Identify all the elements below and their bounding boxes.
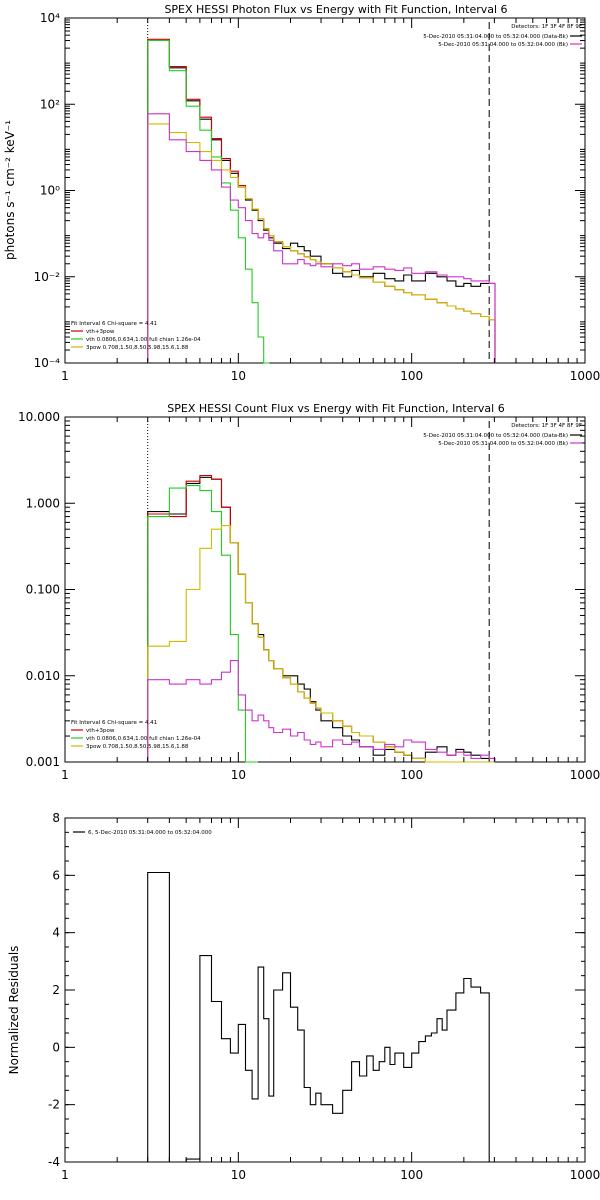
x-tick-label: 1000 bbox=[570, 768, 600, 782]
legend-label: vth+3pow bbox=[86, 728, 115, 734]
y-tick-label: 1.000 bbox=[26, 496, 60, 510]
series-layer bbox=[147, 22, 496, 364]
series-bk-line bbox=[147, 113, 496, 363]
legend-header: Fit Interval 6 Chi-square = 4.41 bbox=[71, 321, 157, 327]
x-tick-label: 10 bbox=[231, 1168, 246, 1182]
y-tick-label: 0.010 bbox=[26, 669, 60, 683]
legend-header: Detectors: 1F 3F 4F 8F 9F bbox=[511, 423, 582, 429]
series-bk-line bbox=[147, 660, 496, 762]
axis-layer: 1 10 100 1000 0.001 0.010 0.100 1.000 10.000 bbox=[18, 410, 600, 782]
y-axis-label: Normalized Residuals bbox=[7, 946, 21, 1075]
legend-layer: 6, 5-Dec-2010 05:31:04.000 to 05:32:04.0… bbox=[73, 830, 212, 836]
legend-label: 3pow 0.708,1.50,8.50,5.98,15.6,1.88 bbox=[86, 345, 189, 351]
y-tick-label: 6 bbox=[52, 868, 60, 882]
legend-label: 3pow 0.708,1.50,8.50,5.98,15.6,1.88 bbox=[86, 744, 189, 750]
plot-frame bbox=[64, 817, 586, 1163]
photon-flux-panel: SPEX HESSI Photon Flux vs Energy with Fi… bbox=[3, 3, 600, 383]
series-layer bbox=[147, 421, 496, 763]
y-tick-label: 8 bbox=[52, 811, 60, 825]
series-3pow-line bbox=[147, 525, 495, 763]
x-tick-label: 1000 bbox=[570, 369, 600, 383]
y-tick-label: 4 bbox=[52, 926, 60, 940]
legend-label: 6, 5-Dec-2010 05:31:04.000 to 05:32:04.0… bbox=[88, 830, 212, 836]
panel-title: SPEX HESSI Count Flux vs Energy with Fit… bbox=[167, 402, 504, 415]
residuals-panel: Normalized Residuals 1 10 100 1000 -4 -2 0 2 4 6 8… bbox=[7, 811, 600, 1182]
series-data-bk-line bbox=[147, 476, 495, 763]
x-tick-label: 1000 bbox=[570, 1168, 600, 1182]
series-layer bbox=[147, 871, 495, 1163]
y-tick-label: 10⁰ bbox=[40, 184, 60, 198]
y-tick-label: 0.001 bbox=[26, 755, 60, 769]
x-tick-label: 10 bbox=[231, 768, 246, 782]
axis-layer: 1 10 100 1000 -4 -2 0 2 4 6 8 bbox=[48, 811, 600, 1182]
y-tick-label: 10.000 bbox=[18, 410, 60, 424]
panel-title: SPEX HESSI Photon Flux vs Energy with Fi… bbox=[164, 3, 507, 16]
legend-label: 5-Dec-2010 05:31:04.000 to 05:32:04.000 … bbox=[423, 433, 568, 439]
y-tick-label: 2 bbox=[52, 983, 60, 997]
y-tick-label: 0 bbox=[52, 1040, 60, 1054]
series-vth-3pow-line bbox=[147, 38, 496, 363]
legend-label: 5-Dec-2010 05:31:04.000 to 05:32:04.000 … bbox=[438, 42, 568, 48]
x-tick-label: 1 bbox=[61, 1168, 69, 1182]
legend-label: 5-Dec-2010 05:31:04.000 to 05:32:04.000 … bbox=[438, 441, 568, 447]
legend-layer: Detectors: 1F 3F 4F 8F 9F 5-Dec-2010 05:3… bbox=[71, 24, 582, 351]
y-tick-label: 10⁴ bbox=[40, 11, 60, 25]
y-tick-label: 10⁻⁴ bbox=[34, 356, 61, 370]
series-6-line bbox=[147, 871, 495, 1163]
plot-frame bbox=[64, 416, 586, 763]
legend-label: vth 0.0806,0.634,1.00 full chian 1.26e-0… bbox=[86, 337, 201, 343]
count-flux-panel: SPEX HESSI Count Flux vs Energy with Fit… bbox=[18, 402, 600, 782]
y-tick-label: -4 bbox=[48, 1155, 60, 1169]
y-tick-label: 0.100 bbox=[26, 583, 60, 597]
x-tick-label: 100 bbox=[400, 369, 423, 383]
x-tick-label: 100 bbox=[400, 1168, 423, 1182]
y-tick-label: 10⁻² bbox=[34, 270, 61, 284]
series-3pow-line bbox=[147, 123, 496, 363]
legend-layer: Detectors: 1F 3F 4F 8F 9F 5-Dec-2010 05:3… bbox=[71, 423, 582, 750]
x-tick-label: 10 bbox=[231, 369, 246, 383]
series-vth-line bbox=[147, 485, 258, 763]
axis-layer: 1 10 100 1000 10⁻⁴ 10⁻² 10⁰ 10² 10⁴ bbox=[34, 11, 600, 383]
y-tick-label: -2 bbox=[48, 1098, 60, 1112]
x-tick-label: 100 bbox=[400, 768, 423, 782]
y-tick-label: 10² bbox=[40, 97, 60, 111]
y-axis-label: photons s⁻¹ cm⁻² keV⁻¹ bbox=[3, 120, 17, 260]
series-data-bk-line bbox=[147, 39, 496, 363]
legend-label: vth 0.0806,0.634,1.00 full chian 1.26e-0… bbox=[86, 736, 201, 742]
legend-header: Fit Interval 6 Chi-square = 4.41 bbox=[71, 720, 157, 726]
legend-header: Detectors: 1F 3F 4F 8F 9F bbox=[511, 24, 582, 30]
x-tick-label: 1 bbox=[61, 369, 69, 383]
series-vth-line bbox=[147, 39, 270, 364]
legend-label: vth+3pow bbox=[86, 329, 115, 335]
legend-label: 5-Dec-2010 05:31:04.000 to 05:32:04.000 … bbox=[423, 34, 568, 40]
x-tick-label: 1 bbox=[61, 768, 69, 782]
plot-frame bbox=[64, 17, 586, 364]
